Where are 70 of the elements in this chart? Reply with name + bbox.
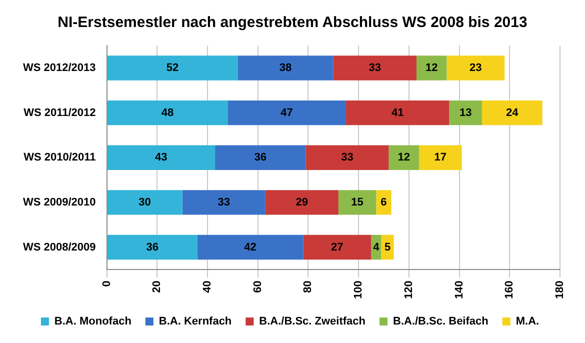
bar: [416, 56, 447, 80]
bar: [346, 100, 450, 126]
legend-label: M.A.: [516, 316, 540, 328]
bar: [215, 145, 306, 170]
x-tick-label: 180: [554, 280, 566, 300]
x-tick-label: 100: [352, 280, 365, 300]
x-tick-label: 80: [302, 280, 314, 293]
data-label: 38: [279, 62, 292, 74]
data-label: 29: [296, 196, 308, 208]
data-label: 36: [146, 241, 158, 254]
data-label: 17: [434, 152, 447, 164]
y-tick-label: WS 2010/2011: [24, 152, 96, 164]
data-label: 48: [161, 106, 174, 119]
data-label: 24: [506, 106, 520, 119]
data-label: 43: [155, 152, 168, 164]
data-label: 13: [459, 106, 472, 119]
x-tick-label: 120: [402, 280, 415, 300]
data-label: 33: [218, 196, 230, 208]
bar: [107, 234, 198, 260]
bar: [303, 234, 372, 260]
data-label: 6: [380, 196, 387, 208]
bar: [388, 145, 419, 170]
x-tick-label: 140: [453, 280, 466, 300]
bar: [338, 190, 376, 215]
bar: [449, 100, 482, 126]
y-tick-label: WS 2008/2009: [22, 241, 96, 254]
bar: [197, 234, 304, 260]
bar: [418, 145, 462, 170]
data-label: 5: [384, 241, 391, 254]
legend-label: B.A./B.Sc. Zweitfach: [259, 316, 366, 328]
bar: [107, 145, 216, 170]
bar: [333, 56, 416, 80]
bar: [107, 100, 228, 126]
bar: [228, 100, 346, 126]
x-tick-label: 0: [100, 280, 113, 287]
data-label: 30: [138, 196, 151, 208]
bar: [376, 190, 392, 215]
legend-label: B.A. Kernfach: [158, 316, 232, 328]
bar: [446, 56, 505, 80]
data-label: 42: [244, 241, 256, 254]
data-label: 4: [373, 241, 380, 254]
x-tick-label: 40: [202, 280, 214, 293]
y-tick-label: WS 2011/2012: [24, 106, 96, 119]
data-label: 23: [470, 62, 482, 74]
data-label: 33: [341, 152, 354, 164]
data-label: 36: [254, 152, 266, 164]
legend-label: B.A. Monofach: [54, 316, 132, 328]
legend-label: B.A./B.Sc. Beifach: [393, 316, 489, 328]
bar: [107, 56, 238, 80]
bar: [381, 234, 394, 260]
bar: [107, 190, 182, 215]
data-label: 15: [351, 196, 364, 208]
bar: [482, 100, 542, 126]
bar: [306, 145, 389, 170]
data-label: 12: [398, 152, 410, 164]
data-label: 33: [368, 62, 382, 74]
data-label: 27: [331, 241, 344, 254]
data-label: 41: [391, 106, 404, 119]
bar: [265, 190, 338, 215]
bar: [238, 56, 334, 80]
data-label: 47: [280, 106, 293, 119]
y-tick-label: WS 2009/2010: [22, 196, 96, 208]
bar: [182, 190, 266, 215]
chart-title: NI-Erstsemestler nach angestrebtem Abschluss WS 2008 bis 2013: [56, 14, 528, 33]
x-tick-label: 20: [151, 280, 164, 293]
x-tick-label: 60: [252, 280, 264, 293]
data-label: 12: [425, 62, 438, 74]
x-tick-label: 160: [504, 280, 516, 300]
data-label: 52: [166, 62, 179, 74]
y-tick-label: WS 2012/2013: [22, 62, 96, 74]
